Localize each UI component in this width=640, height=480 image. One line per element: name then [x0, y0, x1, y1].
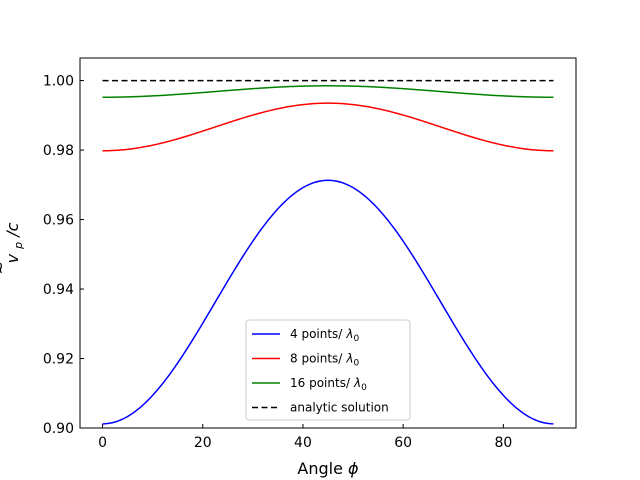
x-tick-label: 40: [294, 435, 312, 451]
legend-entry-2: 8 points/λ0: [290, 352, 359, 369]
svg-text:v p /c: v p /c: [3, 222, 26, 263]
axis-ticks: 0 20 40 60 80 0.90 0.92 0.94 0.96 0.98 1.00: [43, 74, 512, 451]
x-tick-label: 20: [194, 435, 212, 451]
y-tick-label: 0.96: [43, 213, 74, 229]
y-label-rest: /c: [3, 222, 22, 238]
y-tick-label: 0.90: [43, 421, 74, 437]
series-line-2: [102, 102, 554, 152]
x-tick-label: 60: [394, 435, 412, 451]
axes-frame: [79, 57, 577, 429]
plot-lines: [102, 79, 554, 425]
x-tick-label: 0: [98, 435, 107, 451]
legend: 4 points/λ0 8 points/λ0 16 points/λ0 analyt…: [245, 319, 411, 421]
y-label-sub: p: [12, 242, 25, 250]
y-label-v: v: [3, 253, 22, 263]
x-tick-label: 80: [494, 435, 512, 451]
y-tick-label: 0.94: [43, 282, 74, 298]
y-tick-label: 0.92: [43, 352, 74, 368]
x-axis-label: Angle ϕ: [297, 459, 359, 478]
y-label-tilde: ~: [0, 261, 10, 274]
y-axis-label: v p /c ~: [0, 222, 26, 274]
series-line-1: [102, 179, 554, 425]
legend-entry-4: analytic solution: [290, 401, 389, 415]
y-tick-label: 1.00: [43, 74, 74, 90]
y-tick-label: 0.98: [43, 143, 74, 159]
series-line-3: [102, 85, 554, 99]
legend-entry-1: 4 points/λ0: [290, 327, 359, 344]
legend-entry-3: 16 points/λ0: [290, 376, 367, 393]
legend-box: [245, 319, 411, 421]
